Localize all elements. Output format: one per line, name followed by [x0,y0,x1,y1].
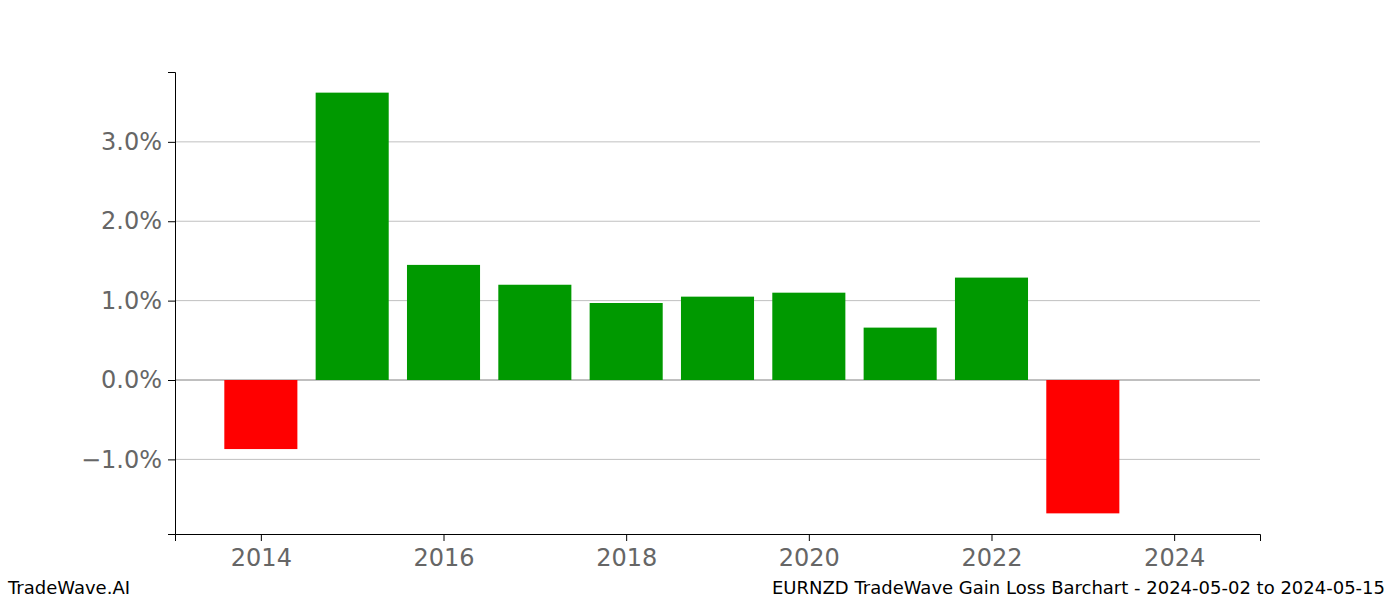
x-tick-mark [626,534,627,541]
bar [224,380,297,449]
bar [1046,380,1119,513]
x-tick: 2020 [779,534,840,572]
y-tick-mark [168,380,175,381]
bar [955,278,1028,380]
x-tick: 2018 [596,534,657,572]
bar [407,265,480,380]
y-tick: 3.0% [101,128,175,156]
y-tick-label: 0.0% [101,366,162,394]
x-tick-mark [261,534,262,541]
x-axis: 2014 2016 2018 2020 2022 2024 [176,534,1261,572]
bar [864,328,937,380]
bar [316,93,389,380]
y-tick-mark [168,221,175,222]
x-tick: 2022 [961,534,1022,572]
plot-area: −1.0% 0.0% 1.0% 2.0% 3.0% 2014 2016 2018 2020 202… [81,73,1261,573]
bars [224,93,1119,514]
x-tick-mark [991,534,992,541]
y-axis-line [168,73,176,535]
x-tick: 2014 [231,534,292,572]
y-tick-mark [168,301,175,302]
y-tick: 0.0% [101,366,175,394]
y-tick-label: 2.0% [101,207,162,235]
y-tick-label: 3.0% [101,128,162,156]
x-tick-label: 2024 [1144,544,1205,572]
x-tick-label: 2018 [596,544,657,572]
x-tick-mark [809,534,810,541]
x-tick-label: 2014 [231,544,292,572]
y-tick: 1.0% [101,287,175,315]
y-tick-label: 1.0% [101,287,162,315]
y-tick: −1.0% [81,446,175,474]
annotation: TradeWave.AI [7,577,130,598]
chart: −1.0% 0.0% 1.0% 2.0% 3.0% 2014 2016 2018 2020 202… [0,0,1400,600]
y-tick-label: −1.0% [81,446,162,474]
y-tick-mark [168,142,175,143]
bar [498,285,571,380]
bar [681,297,754,380]
bar [772,293,845,380]
x-tick-mark [1174,534,1175,541]
x-tick: 2024 [1144,534,1205,572]
x-tick-mark [444,534,445,541]
y-tick: 2.0% [101,207,175,235]
title: EURNZD TradeWave Gain Loss Barchart - 20… [772,577,1385,598]
y-tick-mark [168,459,175,460]
x-tick: 2016 [413,534,474,572]
bar [590,303,663,380]
x-axis-line [176,535,1261,542]
x-tick-label: 2016 [413,544,474,572]
y-axis: −1.0% 0.0% 1.0% 2.0% 3.0% [81,73,176,535]
x-tick-label: 2022 [961,544,1022,572]
x-tick-label: 2020 [779,544,840,572]
